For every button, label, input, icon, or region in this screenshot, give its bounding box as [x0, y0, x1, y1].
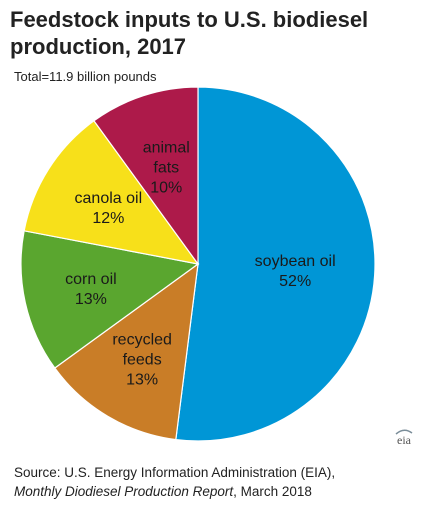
slice-category-label: recycled — [112, 331, 172, 348]
pie-slice-animal-fats — [93, 86, 199, 266]
slice-category-label: animal — [143, 139, 190, 156]
slice-category-label: corn oil — [65, 271, 117, 288]
slice-category-label: fats — [153, 159, 179, 176]
chart-title-line-2: production, 2017 — [10, 34, 187, 59]
slice-percent-label: 10% — [150, 179, 182, 196]
slice-percent-label: 52% — [279, 273, 311, 290]
slice-percent-label: 13% — [126, 371, 158, 388]
chart-subtitle: Total=11.9 billion pounds — [14, 69, 157, 84]
pie-slice-canola-oil — [23, 119, 200, 265]
slice-category-label: soybean oil — [255, 253, 336, 270]
chart-title: Feedstock inputs to U.S. biodiesel produ… — [10, 6, 420, 60]
slice-category-label: canola oil — [75, 190, 143, 207]
chart-title-line-1: Feedstock inputs to U.S. biodiesel — [10, 7, 369, 32]
source-line-1: Source: U.S. Energy Information Administ… — [14, 465, 336, 480]
source-date: , March 2018 — [233, 484, 312, 499]
pie-slice-corn-oil — [20, 230, 200, 369]
pie-chart: soybean oil 52% recycled feeds 13% corn oil 13… — [20, 86, 376, 442]
slice-percent-label: 12% — [92, 210, 124, 227]
eia-logo-text: eia — [397, 433, 412, 446]
pie-slice-soybean-oil — [175, 86, 376, 442]
source-line-2: Monthly Diodiesel Production Report, Mar… — [14, 482, 335, 501]
slice-category-label: feeds — [123, 351, 162, 368]
pie-slice-recycled-feeds — [53, 262, 199, 441]
source-report-name: Monthly Diodiesel Production Report — [14, 484, 234, 499]
source-note: Source: U.S. Energy Information Administ… — [14, 463, 335, 501]
eia-logo-icon: eia — [395, 429, 413, 446]
slice-percent-label: 13% — [75, 291, 107, 308]
